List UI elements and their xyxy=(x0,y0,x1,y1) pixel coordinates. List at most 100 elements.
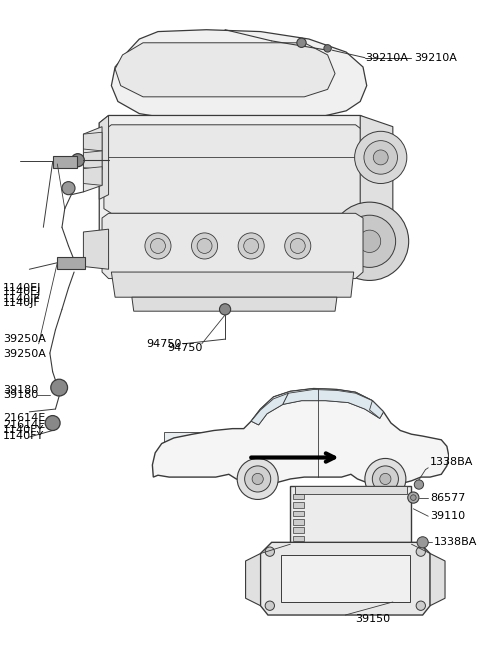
Circle shape xyxy=(416,547,425,556)
Text: 1140EJ: 1140EJ xyxy=(3,287,42,297)
Circle shape xyxy=(355,131,407,183)
Circle shape xyxy=(62,181,75,195)
Text: 94750: 94750 xyxy=(168,343,203,354)
Circle shape xyxy=(365,458,406,500)
Polygon shape xyxy=(102,214,363,278)
Circle shape xyxy=(290,238,305,253)
Text: 39180: 39180 xyxy=(3,390,38,400)
Ellipse shape xyxy=(264,49,290,90)
Bar xyxy=(293,536,304,542)
Polygon shape xyxy=(84,132,102,151)
Bar xyxy=(53,155,77,168)
Circle shape xyxy=(324,45,331,52)
Circle shape xyxy=(265,547,275,556)
Circle shape xyxy=(252,474,264,485)
Polygon shape xyxy=(251,388,384,425)
Polygon shape xyxy=(99,115,370,272)
Polygon shape xyxy=(115,43,335,97)
Text: 39210A: 39210A xyxy=(365,52,408,63)
Text: 1140JF: 1140JF xyxy=(3,298,41,308)
Polygon shape xyxy=(370,401,384,419)
Text: 1140FY: 1140FY xyxy=(3,424,45,434)
Polygon shape xyxy=(246,553,261,606)
Circle shape xyxy=(410,495,416,500)
Polygon shape xyxy=(104,125,363,214)
Polygon shape xyxy=(430,553,445,606)
Polygon shape xyxy=(111,272,354,297)
Polygon shape xyxy=(152,388,449,485)
Circle shape xyxy=(414,480,423,489)
Ellipse shape xyxy=(193,49,219,90)
Bar xyxy=(293,511,304,516)
Polygon shape xyxy=(360,115,393,272)
Text: 39250A: 39250A xyxy=(3,334,46,344)
Bar xyxy=(293,519,304,525)
Circle shape xyxy=(192,233,217,259)
Ellipse shape xyxy=(234,56,249,84)
Ellipse shape xyxy=(139,151,177,196)
Ellipse shape xyxy=(270,56,285,84)
Text: 39150: 39150 xyxy=(356,614,391,624)
Circle shape xyxy=(373,150,388,165)
Bar xyxy=(293,502,304,508)
Polygon shape xyxy=(283,390,380,419)
Bar xyxy=(295,487,407,494)
Bar xyxy=(165,432,239,474)
Circle shape xyxy=(197,238,212,253)
Circle shape xyxy=(343,215,396,267)
Polygon shape xyxy=(251,393,288,425)
Circle shape xyxy=(219,304,231,315)
Bar xyxy=(290,487,411,544)
Circle shape xyxy=(408,492,419,503)
Ellipse shape xyxy=(164,56,179,84)
Polygon shape xyxy=(84,151,102,170)
Polygon shape xyxy=(84,126,102,192)
Ellipse shape xyxy=(286,159,310,188)
Ellipse shape xyxy=(279,151,316,196)
Circle shape xyxy=(151,238,166,253)
Ellipse shape xyxy=(186,151,223,196)
Bar xyxy=(57,257,85,269)
Ellipse shape xyxy=(146,159,170,188)
Text: 1140FY: 1140FY xyxy=(3,431,45,441)
Polygon shape xyxy=(261,542,430,615)
Text: 94750: 94750 xyxy=(146,339,181,349)
Ellipse shape xyxy=(158,49,184,90)
Bar xyxy=(174,440,230,466)
Circle shape xyxy=(372,466,398,492)
Ellipse shape xyxy=(232,151,270,196)
Text: 39110: 39110 xyxy=(430,512,465,521)
Circle shape xyxy=(45,415,60,430)
Text: 1338BA: 1338BA xyxy=(430,457,473,467)
Text: 1338BA: 1338BA xyxy=(434,537,477,548)
Bar xyxy=(293,494,304,500)
Polygon shape xyxy=(111,29,367,121)
Bar xyxy=(293,527,304,533)
Bar xyxy=(281,555,409,602)
Ellipse shape xyxy=(239,159,264,188)
Circle shape xyxy=(244,238,259,253)
Polygon shape xyxy=(84,229,108,269)
Polygon shape xyxy=(132,297,337,311)
Circle shape xyxy=(297,38,306,47)
Ellipse shape xyxy=(199,56,214,84)
Circle shape xyxy=(330,202,408,280)
Circle shape xyxy=(238,233,264,259)
Circle shape xyxy=(285,233,311,259)
Polygon shape xyxy=(84,167,102,185)
Text: 39210A: 39210A xyxy=(414,52,457,63)
Circle shape xyxy=(359,230,381,252)
Circle shape xyxy=(364,141,397,174)
Polygon shape xyxy=(99,115,108,199)
Circle shape xyxy=(145,233,171,259)
Text: 1140JF: 1140JF xyxy=(3,294,41,304)
Circle shape xyxy=(265,601,275,610)
Circle shape xyxy=(416,601,425,610)
Text: 39180: 39180 xyxy=(3,385,38,396)
Text: 21614E: 21614E xyxy=(3,413,46,423)
Text: 21614E: 21614E xyxy=(3,420,46,430)
Text: 86577: 86577 xyxy=(430,493,466,502)
Ellipse shape xyxy=(229,49,255,90)
Circle shape xyxy=(237,458,278,500)
Text: 39250A: 39250A xyxy=(3,349,46,359)
